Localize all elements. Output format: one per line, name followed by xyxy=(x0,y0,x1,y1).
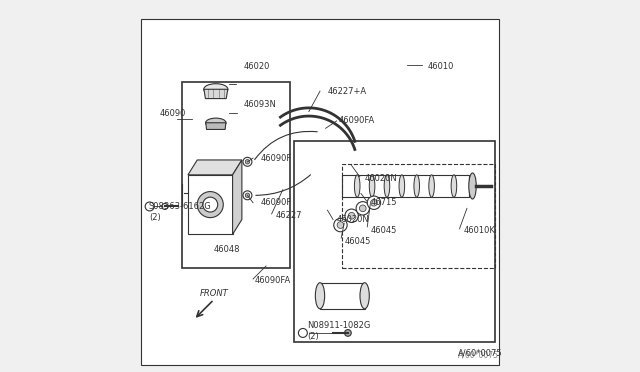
Text: 46048: 46048 xyxy=(214,245,241,254)
Ellipse shape xyxy=(360,283,369,309)
Text: 46093N: 46093N xyxy=(244,100,276,109)
Text: S08363-6162G
(2): S08363-6162G (2) xyxy=(149,202,212,222)
Polygon shape xyxy=(342,175,468,197)
Text: 46010K: 46010K xyxy=(463,226,495,235)
Text: N08911-1082G
(2): N08911-1082G (2) xyxy=(307,321,371,341)
Ellipse shape xyxy=(429,175,435,197)
Circle shape xyxy=(345,209,358,222)
Ellipse shape xyxy=(468,173,476,199)
Polygon shape xyxy=(204,89,228,99)
Circle shape xyxy=(245,193,250,198)
Text: 46045: 46045 xyxy=(370,226,397,235)
Polygon shape xyxy=(294,141,495,342)
Ellipse shape xyxy=(384,175,390,197)
Text: 46090: 46090 xyxy=(160,109,186,118)
Text: 46090F: 46090F xyxy=(260,154,292,163)
Text: 46010: 46010 xyxy=(428,62,454,71)
Circle shape xyxy=(243,191,252,200)
Text: 46020N: 46020N xyxy=(365,174,397,183)
Circle shape xyxy=(367,196,381,209)
Polygon shape xyxy=(141,19,499,365)
Polygon shape xyxy=(232,160,242,234)
Ellipse shape xyxy=(399,175,404,197)
Text: 46090F: 46090F xyxy=(260,198,292,207)
Circle shape xyxy=(197,192,223,218)
Circle shape xyxy=(360,205,366,212)
Circle shape xyxy=(337,222,344,228)
Ellipse shape xyxy=(369,175,375,197)
Circle shape xyxy=(348,212,355,219)
Circle shape xyxy=(243,157,252,166)
Text: 46090FA: 46090FA xyxy=(339,116,375,125)
Circle shape xyxy=(371,199,378,206)
Text: 46227: 46227 xyxy=(275,211,302,220)
Ellipse shape xyxy=(451,175,457,197)
Polygon shape xyxy=(188,175,232,234)
Circle shape xyxy=(356,202,369,215)
Circle shape xyxy=(334,218,347,232)
Ellipse shape xyxy=(205,118,226,127)
Ellipse shape xyxy=(414,175,419,197)
Ellipse shape xyxy=(204,84,228,95)
Text: 46045: 46045 xyxy=(344,237,371,246)
Text: FRONT: FRONT xyxy=(200,289,228,298)
Text: A/60*0075: A/60*0075 xyxy=(458,351,499,360)
Text: 46090FA: 46090FA xyxy=(255,276,291,285)
Circle shape xyxy=(344,330,351,336)
Ellipse shape xyxy=(355,175,360,197)
Text: A/60*0075: A/60*0075 xyxy=(458,349,502,358)
Polygon shape xyxy=(206,123,226,129)
Polygon shape xyxy=(182,82,291,268)
Ellipse shape xyxy=(316,283,324,309)
Polygon shape xyxy=(188,160,242,175)
Text: 46715: 46715 xyxy=(370,198,397,207)
Polygon shape xyxy=(320,283,365,309)
Circle shape xyxy=(162,203,168,209)
Text: 46227+A: 46227+A xyxy=(328,87,367,96)
Text: 46020N: 46020N xyxy=(337,215,369,224)
Circle shape xyxy=(203,197,218,212)
Circle shape xyxy=(245,160,250,164)
Text: 46020: 46020 xyxy=(244,62,270,71)
